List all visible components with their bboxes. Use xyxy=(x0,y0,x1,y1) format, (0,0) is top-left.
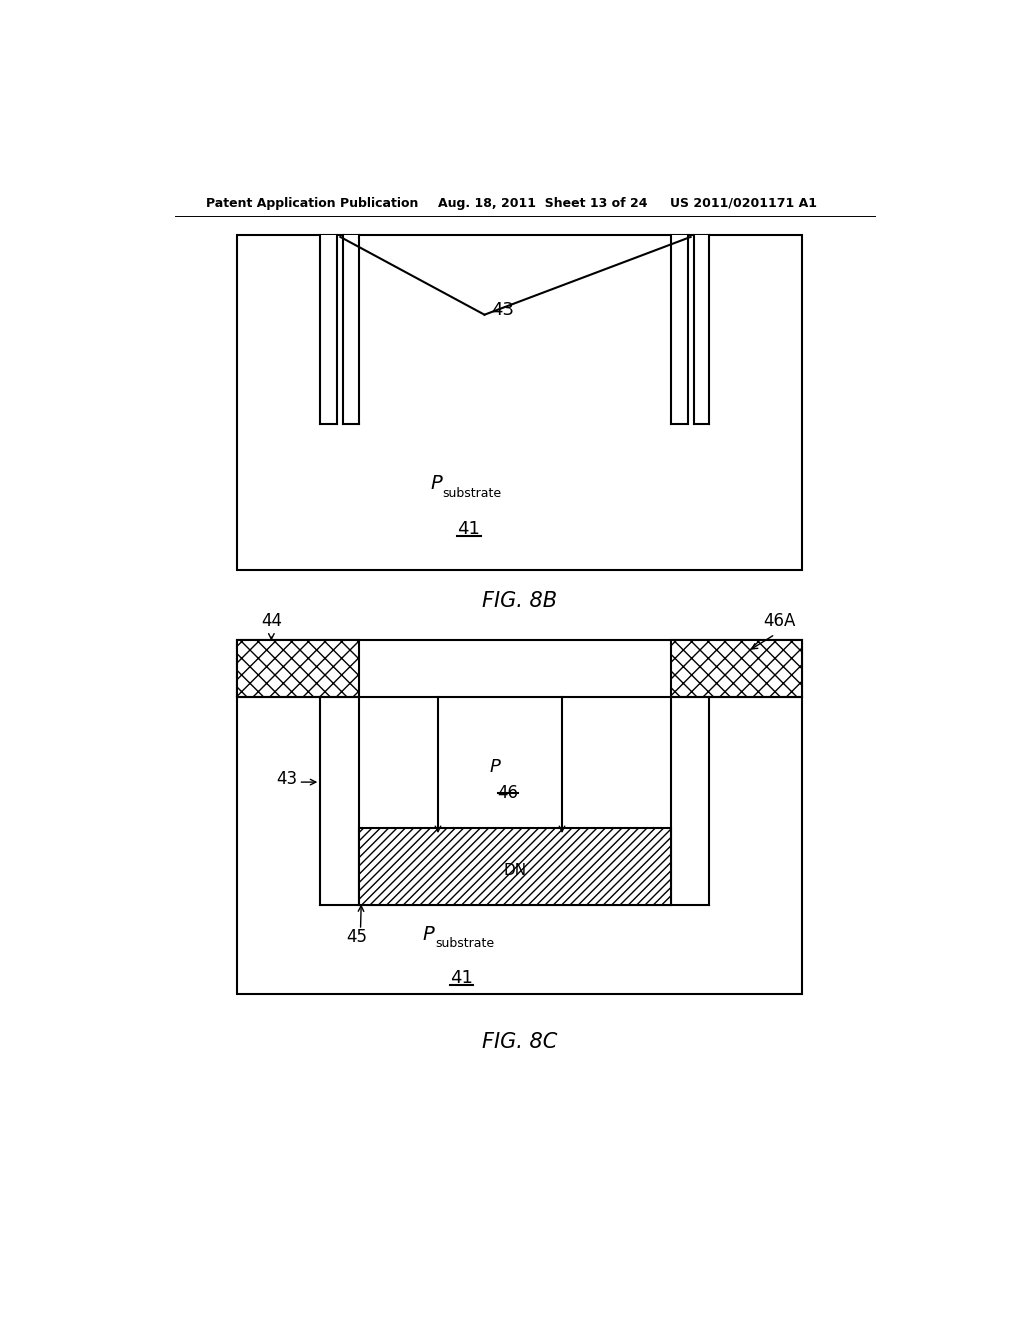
Bar xyxy=(237,640,802,994)
Text: Aug. 18, 2011  Sheet 13 of 24: Aug. 18, 2011 Sheet 13 of 24 xyxy=(438,197,647,210)
Text: 44: 44 xyxy=(261,611,282,630)
Text: 43: 43 xyxy=(275,770,297,788)
Bar xyxy=(321,235,337,424)
Text: P: P xyxy=(423,925,434,944)
Bar xyxy=(237,640,359,697)
Text: 41: 41 xyxy=(450,969,473,987)
Text: P: P xyxy=(430,474,442,494)
Text: US 2011/0201171 A1: US 2011/0201171 A1 xyxy=(671,197,817,210)
Bar xyxy=(693,235,710,424)
Bar xyxy=(343,235,359,424)
Text: P: P xyxy=(489,758,500,776)
Bar xyxy=(237,235,802,570)
Text: DN: DN xyxy=(504,863,527,878)
Text: FIG. 8C: FIG. 8C xyxy=(481,1032,557,1052)
Text: substrate: substrate xyxy=(442,487,502,499)
Text: 43: 43 xyxy=(490,301,514,319)
Text: 46: 46 xyxy=(498,784,518,801)
Bar xyxy=(671,640,802,697)
Bar xyxy=(359,829,671,906)
Text: 45: 45 xyxy=(346,928,368,946)
Text: 46A: 46A xyxy=(764,611,796,630)
Text: Patent Application Publication: Patent Application Publication xyxy=(206,197,418,210)
Text: 41: 41 xyxy=(458,520,480,539)
Bar xyxy=(671,235,687,424)
Text: FIG. 8B: FIG. 8B xyxy=(482,591,557,611)
Text: substrate: substrate xyxy=(435,937,494,950)
